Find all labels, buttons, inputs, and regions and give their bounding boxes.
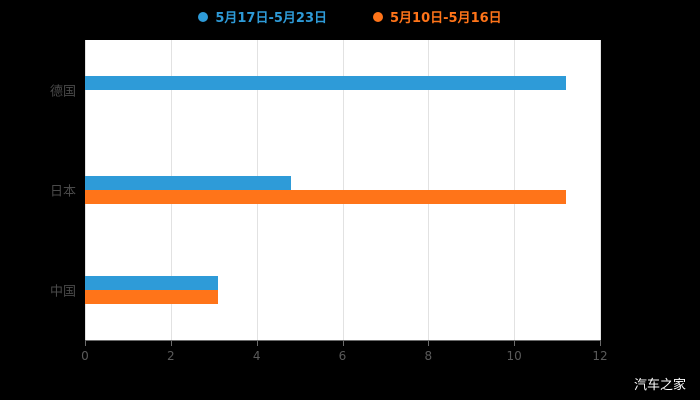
x-tick: [428, 341, 430, 346]
bar-series-1[interactable]: [85, 290, 219, 304]
x-tick: [342, 341, 344, 346]
watermark: 汽车之家: [633, 378, 686, 393]
y-category-label: 日本: [49, 184, 76, 200]
y-category-label: 德国: [49, 84, 76, 100]
x-tick-label: 6: [338, 349, 347, 363]
x-tick-label: 10: [506, 349, 522, 363]
x-tick: [600, 341, 601, 346]
x-tick-label: 8: [424, 349, 433, 363]
x-tick: [514, 341, 516, 346]
legend-item-week-may10-16[interactable]: 5月10日-5月16日: [373, 7, 502, 26]
bar-group: [85, 40, 600, 140]
x-tick-label: 2: [167, 349, 175, 363]
legend-label-week-may10-16: 5月10日-5月16日: [390, 11, 502, 26]
legend: 5月17日-5月23日 5月10日-5月16日: [0, 7, 700, 26]
x-axis: 0 2 4 6 8 10 12: [81, 340, 608, 370]
legend-marker-blue-dot: [198, 11, 209, 22]
x-tick-label: 0: [81, 349, 89, 363]
y-category-label: 中国: [49, 284, 76, 300]
legend-label-week-may17-23: 5月17日-5月23日: [215, 11, 327, 26]
legend-item-week-may17-23[interactable]: 5月17日-5月23日: [198, 7, 327, 26]
gridline: [600, 40, 601, 340]
bar-series-0[interactable]: [85, 176, 291, 190]
x-tick: [256, 341, 258, 346]
x-tick-label: 4: [252, 349, 261, 363]
plot-area: [85, 40, 601, 340]
legend-marker-orange-dot: [373, 11, 383, 22]
x-axis-line: [85, 340, 601, 341]
x-tick-label: 12: [592, 349, 608, 363]
bar-series-0[interactable]: [85, 76, 566, 90]
bar-group: [85, 240, 600, 340]
bar-series-1[interactable]: [85, 190, 566, 204]
bar-group: [85, 140, 600, 240]
x-tick: [170, 341, 172, 346]
bar-series-0[interactable]: [85, 276, 219, 290]
x-tick: [85, 341, 86, 346]
